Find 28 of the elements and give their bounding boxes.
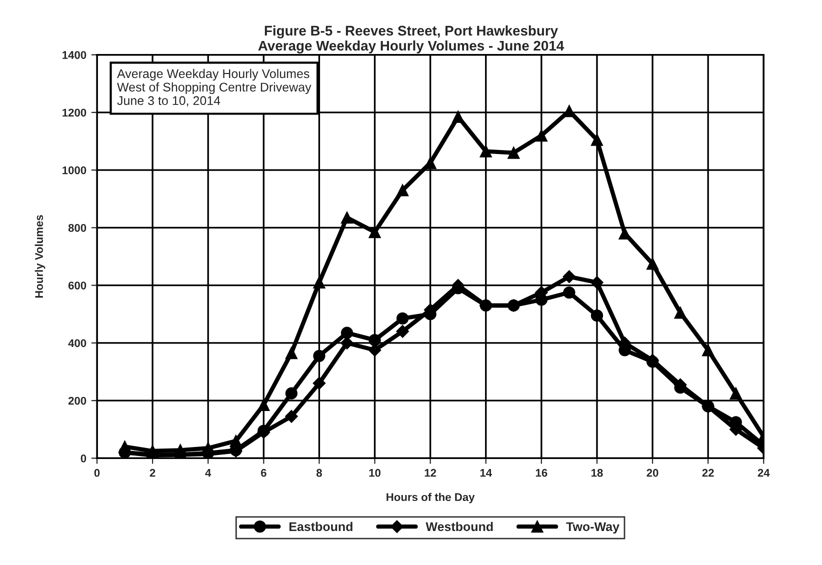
y-tick-label: 1000 (62, 166, 86, 174)
chart-title: Figure B-5 - Reeves Street, Port Hawkesbury Average Weekday Hourly Volumes - June 2014 (258, 25, 564, 54)
x-tick-label: 16 (536, 468, 548, 477)
x-tick-label: 0 (94, 468, 100, 477)
x-tick-label: 12 (424, 468, 436, 477)
legend-label: Two-Way (566, 522, 620, 534)
y-tick-label: 800 (68, 224, 86, 232)
y-tick-label: 200 (68, 396, 86, 405)
y-tick-label: 600 (68, 282, 86, 290)
x-tick-label: 2 (150, 468, 156, 477)
x-tick-label: 20 (646, 468, 658, 477)
legend-label: Eastbound (289, 522, 352, 532)
y-tick-label: 1400 (62, 51, 86, 59)
y-tick-label: 0 (80, 454, 86, 462)
x-tick-label: 10 (369, 468, 380, 477)
x-tick-label: 18 (592, 468, 603, 477)
x-tick-label: 22 (702, 468, 714, 477)
x-tick-label: 4 (205, 469, 212, 477)
x-tick-label: 6 (260, 468, 266, 477)
x-tick-label: 24 (758, 468, 770, 477)
annotation: Average Weekday Hourly Volumes West of Shopping Centre Driveway June 3 to 10, 2014 (117, 68, 312, 107)
x-tick-label: 14 (480, 469, 492, 477)
y-axis-title: Hourly Volumes (34, 215, 46, 298)
y-tick-label: 400 (68, 339, 86, 348)
x-axis-title: Hours of the Day (386, 492, 475, 504)
legend-label: Westbound (426, 522, 493, 532)
x-tick-label: 8 (316, 468, 322, 477)
y-tick-label: 1200 (62, 108, 86, 117)
